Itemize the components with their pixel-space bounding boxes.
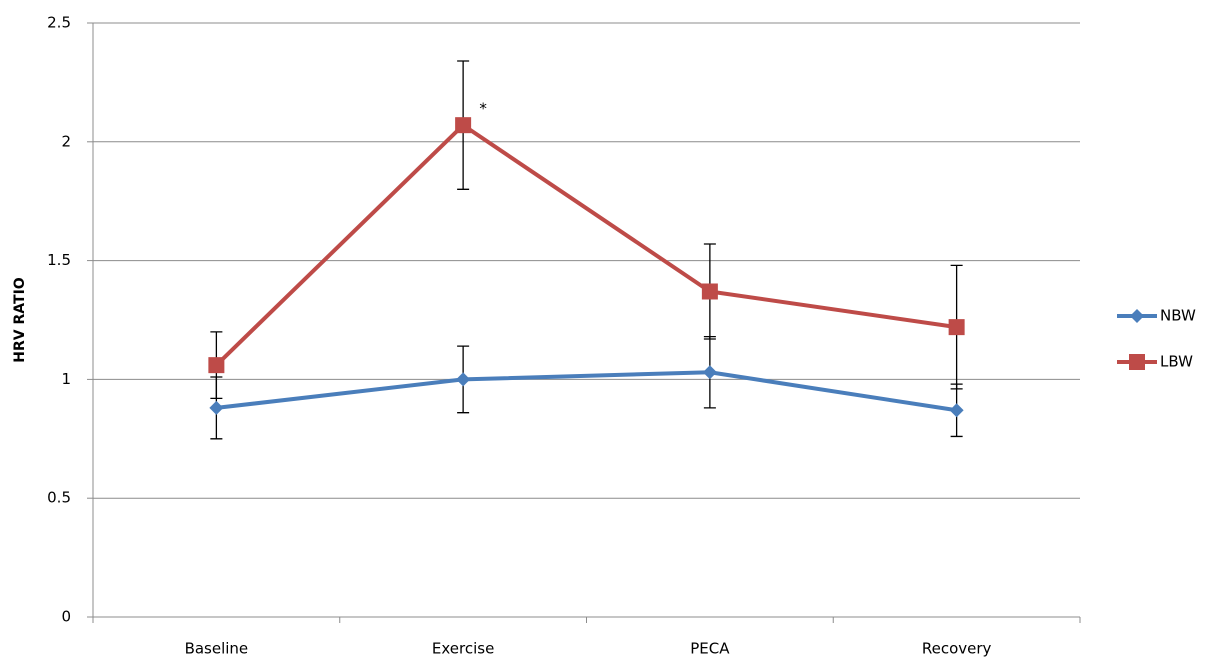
x-tick-label: Baseline [185, 640, 249, 658]
y-tick-label: 0 [61, 608, 71, 626]
marker [209, 400, 224, 415]
legend-label: NBW [1160, 307, 1196, 325]
marker [456, 372, 471, 387]
series-line [216, 370, 957, 413]
x-tick-label: Exercise [432, 640, 494, 658]
marker [702, 365, 717, 380]
marker [208, 357, 225, 374]
marker [701, 283, 718, 300]
y-tick-label: 1.5 [47, 251, 71, 269]
y-tick-label: 2.5 [47, 14, 71, 32]
y-tick-label: 2 [61, 132, 71, 150]
x-tick-label: Recovery [922, 640, 992, 658]
marker [1129, 354, 1145, 370]
y-axis-label: HRV RATIO [12, 277, 28, 362]
marker [949, 403, 964, 418]
legend-label: LBW [1160, 353, 1193, 371]
marker [948, 319, 965, 336]
y-tick-label: 1 [61, 370, 71, 388]
marker [1130, 309, 1144, 323]
x-tick-label: PECA [690, 640, 730, 658]
annotation: * [479, 100, 487, 118]
y-tick-label: 0.5 [47, 489, 71, 507]
marker [455, 117, 472, 134]
series-line [214, 123, 957, 367]
